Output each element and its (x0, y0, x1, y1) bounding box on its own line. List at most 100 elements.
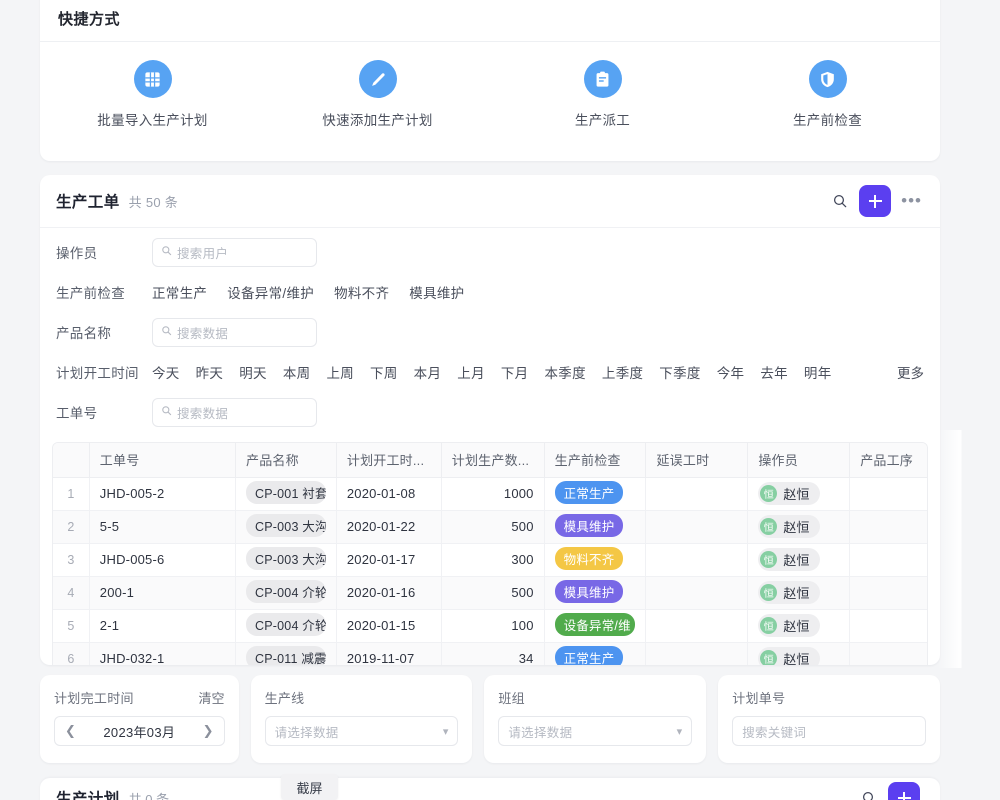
add-plan-button[interactable] (888, 782, 920, 800)
date-option-this-year[interactable]: 今年 (716, 366, 745, 381)
search-icon[interactable] (854, 783, 884, 800)
ellipsis-icon[interactable]: ••• (901, 191, 922, 210)
cell-precheck[interactable]: 模具维护 (544, 510, 647, 544)
col-product-process[interactable]: 产品工序 (849, 443, 927, 478)
cell-product-name[interactable]: CP-003 大沟 (235, 543, 337, 577)
date-option-last-week[interactable]: 上周 (326, 366, 355, 381)
cell-product-process[interactable] (849, 609, 927, 643)
cell-product-name[interactable]: CP-004 介轮 (235, 576, 337, 610)
cell-product-name[interactable]: CP-004 介轮 (235, 609, 337, 643)
cell-precheck[interactable]: 正常生产 (544, 477, 647, 511)
cell-plan-start-time[interactable]: 2020-01-15 (336, 609, 442, 643)
precheck-option-normal[interactable]: 正常生产 (152, 286, 208, 301)
date-option-yesterday[interactable]: 昨天 (195, 366, 224, 381)
date-option-more[interactable]: 更多 (897, 366, 924, 381)
cell-plan-start-time[interactable]: 2020-01-17 (336, 543, 442, 577)
cell-delay-hours[interactable] (645, 642, 749, 665)
cell-product-process[interactable] (849, 576, 927, 610)
cell-product-process[interactable] (849, 642, 927, 665)
plan-no-search-input[interactable]: 搜索关键词 (732, 716, 926, 746)
cell-product-name[interactable]: CP-001 衬套 (235, 477, 337, 511)
date-option-today[interactable]: 今天 (152, 366, 180, 381)
shortcut-batch-import[interactable]: 批量导入生产计划 (40, 60, 265, 129)
col-product-name[interactable]: 产品名称 (235, 443, 337, 478)
precheck-option-equipment-fault[interactable]: 设备异常/维护 (227, 286, 315, 301)
cell-plan-quantity[interactable]: 500 (441, 576, 545, 610)
col-operator[interactable]: 操作员 (747, 443, 851, 478)
date-option-this-quarter[interactable]: 本季度 (544, 366, 586, 381)
date-option-last-quarter[interactable]: 上季度 (601, 366, 644, 381)
cell-operator[interactable]: 恒赵恒 (747, 510, 851, 544)
date-option-next-week[interactable]: 下周 (370, 366, 398, 381)
shortcut-quick-add[interactable]: 快速添加生产计划 (265, 60, 490, 129)
cell-product-process[interactable] (849, 510, 927, 544)
chevron-left-icon[interactable]: ❮ (65, 723, 76, 738)
chevron-right-icon[interactable]: ❯ (202, 723, 214, 738)
cell-plan-quantity[interactable]: 300 (441, 543, 545, 577)
col-plan-quantity[interactable]: 计划生产数... (441, 443, 545, 478)
cell-precheck[interactable]: 正常生产 (544, 642, 647, 665)
date-option-next-quarter[interactable]: 下季度 (659, 366, 701, 381)
work-order-no-search-input[interactable]: 搜索数据 (152, 397, 317, 427)
operator-search-input[interactable]: 搜索用户 (152, 237, 317, 267)
cell-plan-quantity[interactable]: 34 (441, 642, 545, 665)
cell-operator[interactable]: 恒赵恒 (747, 543, 851, 577)
cell-precheck[interactable]: 物料不齐 (544, 543, 647, 577)
cell-precheck[interactable]: 模具维护 (544, 576, 647, 610)
col-delay-hours[interactable]: 延误工时 (645, 443, 749, 478)
work-order-table-wrapper[interactable]: 工单号 产品名称 计划开工时... 计划生产数... 生产前检查 延误工时 操作… (52, 442, 928, 665)
product-name-search-input[interactable]: 搜索数据 (152, 317, 317, 347)
clear-button[interactable]: 清空 (198, 690, 225, 706)
col-work-order-no[interactable]: 工单号 (89, 443, 237, 478)
cell-work-order-no[interactable]: JHD-005-6 (89, 543, 237, 577)
col-precheck[interactable]: 生产前检查 (544, 443, 647, 478)
cell-delay-hours[interactable] (645, 609, 749, 643)
cell-operator[interactable]: 恒赵恒 (747, 576, 851, 610)
cell-work-order-no[interactable]: JHD-032-1 (89, 642, 237, 665)
search-icon[interactable] (825, 186, 855, 216)
cell-plan-quantity[interactable]: 1000 (441, 477, 545, 511)
date-option-last-month[interactable]: 上月 (457, 366, 485, 381)
cell-work-order-no[interactable]: JHD-005-2 (89, 477, 237, 511)
cell-product-name[interactable]: CP-003 大沟 (235, 510, 337, 544)
date-option-this-month[interactable]: 本月 (413, 366, 442, 381)
add-record-button[interactable] (859, 185, 892, 217)
date-option-this-week[interactable]: 本周 (282, 366, 311, 381)
cell-delay-hours[interactable] (645, 543, 749, 577)
col-plan-start-time[interactable]: 计划开工时... (336, 443, 442, 478)
cell-delay-hours[interactable] (645, 510, 749, 544)
cell-work-order-no[interactable]: 5-5 (89, 510, 237, 544)
table-row[interactable]: 3 JHD-005-6 CP-003 大沟 2020-01-17 300 物料不齐 恒赵恒 (53, 543, 927, 577)
cell-operator[interactable]: 恒赵恒 (747, 477, 851, 511)
table-row[interactable]: 2 5-5 CP-003 大沟 2020-01-22 500 模具维护 恒赵恒 (53, 510, 927, 544)
cell-plan-start-time[interactable]: 2020-01-08 (336, 477, 442, 511)
screenshot-button[interactable]: 截屏 (281, 774, 338, 800)
shortcut-dispatch[interactable]: 生产派工 (490, 60, 715, 129)
cell-product-process[interactable] (849, 477, 927, 511)
date-option-tomorrow[interactable]: 明天 (239, 366, 267, 381)
date-option-next-year[interactable]: 明年 (803, 366, 832, 381)
cell-product-name[interactable]: CP-011 减震 (235, 642, 337, 665)
cell-plan-quantity[interactable]: 500 (441, 510, 545, 544)
precheck-option-material-shortage[interactable]: 物料不齐 (334, 286, 390, 301)
table-row[interactable]: 6 JHD-032-1 CP-011 减震 2019-11-07 34 正常生产 恒赵恒 (53, 642, 927, 665)
cell-plan-quantity[interactable]: 100 (441, 609, 545, 643)
team-select[interactable]: 请选择数据 ▾ (498, 716, 693, 746)
cell-plan-start-time[interactable]: 2019-11-07 (336, 642, 442, 665)
cell-product-process[interactable] (849, 543, 927, 577)
table-row[interactable]: 4 200-1 CP-004 介轮 2020-01-16 500 模具维护 恒赵恒 (53, 576, 927, 610)
cell-delay-hours[interactable] (645, 477, 749, 511)
table-row[interactable]: 1 JHD-005-2 CP-001 衬套 2020-01-08 1000 正常生产 恒赵恒 (53, 477, 927, 511)
date-option-last-year[interactable]: 去年 (760, 366, 788, 381)
cell-operator[interactable]: 恒赵恒 (747, 642, 851, 665)
shortcut-precheck[interactable]: 生产前检查 (715, 60, 940, 129)
cell-plan-start-time[interactable]: 2020-01-22 (336, 510, 442, 544)
cell-work-order-no[interactable]: 200-1 (89, 576, 237, 610)
precheck-option-mold-maintenance[interactable]: 模具维护 (409, 286, 465, 301)
cell-work-order-no[interactable]: 2-1 (89, 609, 237, 643)
date-option-next-month[interactable]: 下月 (500, 366, 529, 381)
cell-delay-hours[interactable] (645, 576, 749, 610)
cell-plan-start-time[interactable]: 2020-01-16 (336, 576, 442, 610)
table-row[interactable]: 5 2-1 CP-004 介轮 2020-01-15 100 设备异常/维 恒赵恒 (53, 609, 927, 643)
production-line-select[interactable]: 请选择数据 ▾ (264, 716, 459, 746)
